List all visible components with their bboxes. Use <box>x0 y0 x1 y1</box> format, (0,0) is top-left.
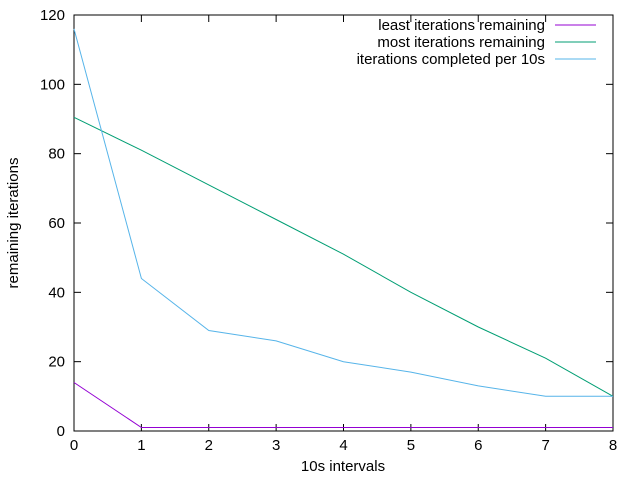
x-tick-label: 8 <box>609 437 617 454</box>
x-tick-label: 0 <box>70 437 78 454</box>
x-tick-label: 1 <box>137 437 145 454</box>
y-tick-label: 80 <box>48 146 65 163</box>
series-lines <box>73 28 614 428</box>
legend-label: most iterations remaining <box>377 34 545 51</box>
x-axis-label: 10s intervals <box>301 458 385 475</box>
x-tick-label: 2 <box>205 437 213 454</box>
x-tick-label: 5 <box>407 437 415 454</box>
y-axis-label: remaining iterations <box>5 158 22 289</box>
y-tick-label: 20 <box>48 354 65 371</box>
x-tick-label: 4 <box>339 437 347 454</box>
y-tick-label: 0 <box>57 423 65 440</box>
series-line-2 <box>73 116 614 397</box>
x-tick-label: 7 <box>541 437 549 454</box>
legend-label: iterations completed per 10s <box>357 51 545 68</box>
legend-label: least iterations remaining <box>378 17 545 34</box>
x-tick-label: 3 <box>272 437 280 454</box>
y-tick-label: 60 <box>48 215 65 232</box>
plot-area-frame <box>73 14 614 432</box>
y-axis: 0 20 40 60 80 100 120 <box>40 7 613 440</box>
y-tick-label: 120 <box>40 7 65 24</box>
series-line-3 <box>73 28 613 397</box>
x-axis: 0 1 2 3 4 5 6 7 8 <box>70 15 617 454</box>
y-tick-label: 100 <box>40 76 65 93</box>
series-line-1 <box>73 382 613 428</box>
y-tick-label: 40 <box>48 284 65 301</box>
x-tick-label: 6 <box>474 437 482 454</box>
